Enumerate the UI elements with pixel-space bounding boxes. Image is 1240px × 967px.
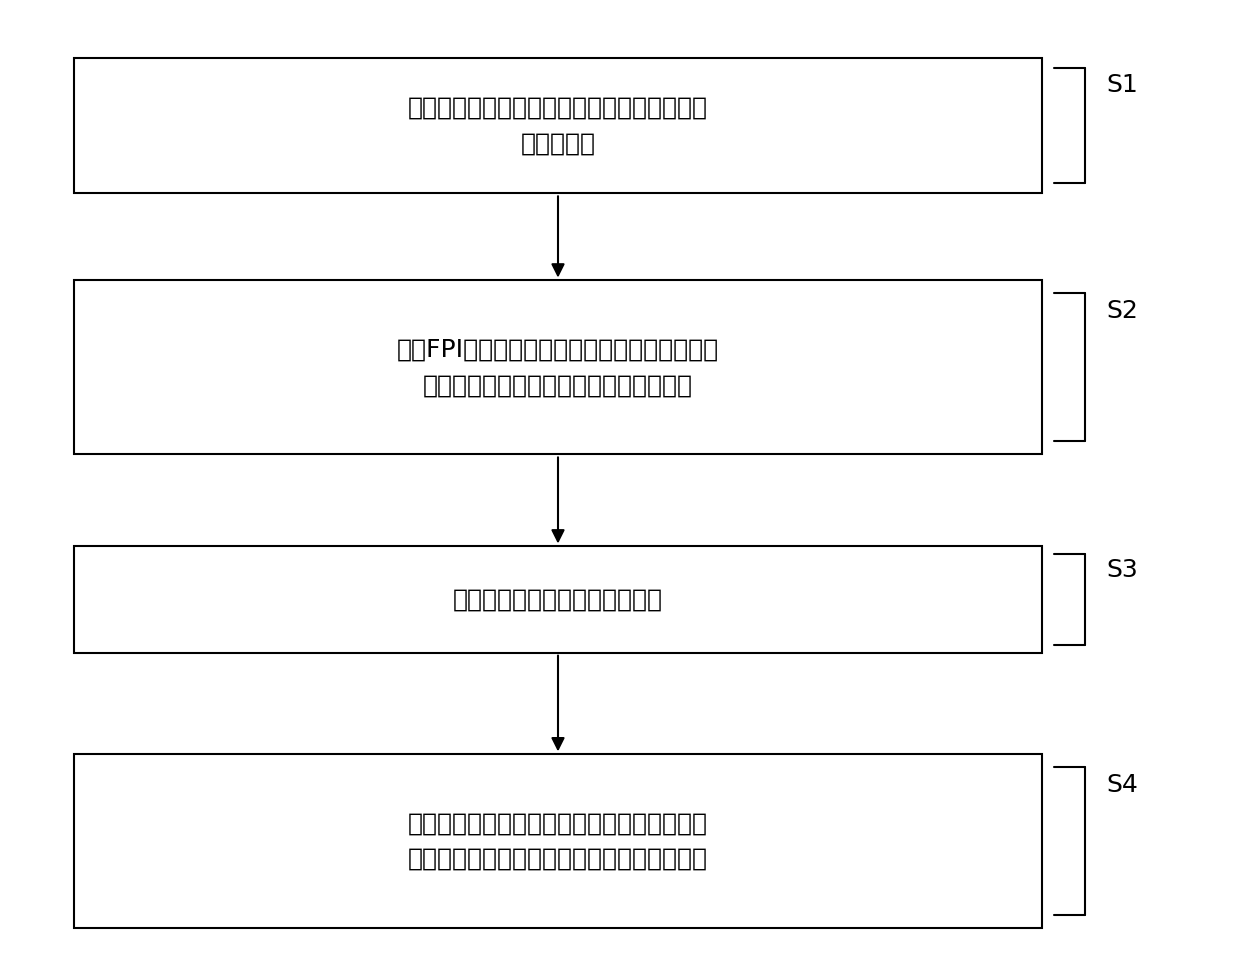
Text: 根据FPI反演大气风速和温度基本原理确定风向
和风速与温度的确定关系对电阻进行修正: 根据FPI反演大气风速和温度基本原理确定风向 和风速与温度的确定关系对电阻进行修… bbox=[397, 337, 719, 397]
Text: 利用修正后的电阻值进行精确潮流计算，将风
向和风速的概率密度模型应用于潮流分布计算: 利用修正后的电阻值进行精确潮流计算，将风 向和风速的概率密度模型应用于潮流分布计… bbox=[408, 811, 708, 871]
FancyArrowPatch shape bbox=[553, 457, 563, 542]
FancyBboxPatch shape bbox=[74, 754, 1042, 928]
Text: S3: S3 bbox=[1106, 558, 1138, 582]
Text: S1: S1 bbox=[1106, 73, 1138, 97]
Text: S2: S2 bbox=[1106, 300, 1138, 323]
Text: 引入风向和风速的概率密度模型: 引入风向和风速的概率密度模型 bbox=[453, 588, 663, 611]
FancyBboxPatch shape bbox=[74, 280, 1042, 454]
Text: 采集电网数据和风电机组数据以及风电场风向
和风速数据: 采集电网数据和风电机组数据以及风电场风向 和风速数据 bbox=[408, 96, 708, 156]
FancyArrowPatch shape bbox=[553, 656, 563, 749]
FancyBboxPatch shape bbox=[74, 58, 1042, 193]
FancyBboxPatch shape bbox=[74, 546, 1042, 653]
FancyArrowPatch shape bbox=[553, 196, 563, 276]
Text: S4: S4 bbox=[1106, 774, 1138, 797]
